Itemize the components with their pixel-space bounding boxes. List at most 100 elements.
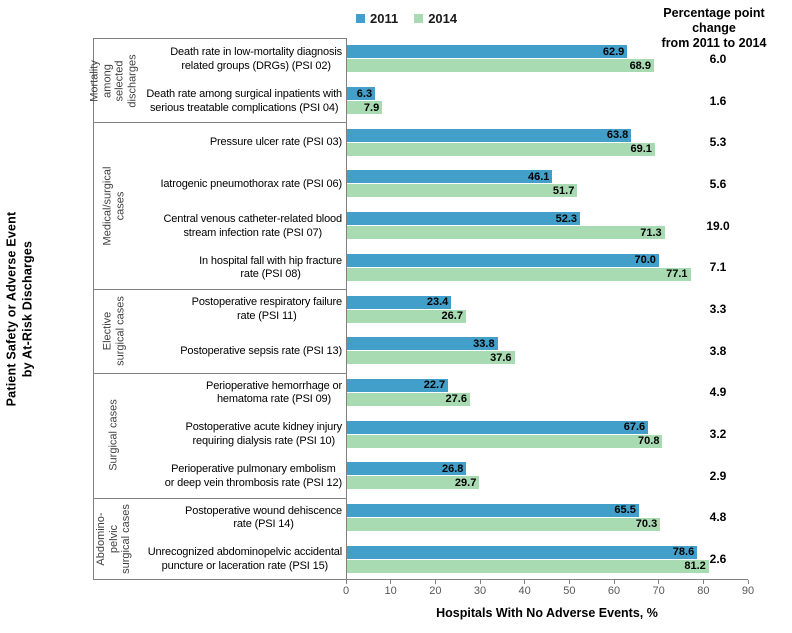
change-value: 3.3: [709, 301, 727, 316]
change-value: 2.6: [709, 552, 727, 567]
category-label: Unrecognized abdominopelvic accidental p…: [134, 539, 347, 581]
bar-value-label: 26.8: [441, 462, 464, 475]
category-label-text: Unrecognized abdominopelvic accidental p…: [147, 546, 342, 573]
group-label: Elective surgical cases: [101, 295, 126, 366]
y-axis-title-area: Patient Safety or Adverse Event by At-Ri…: [2, 38, 38, 580]
x-tick: [434, 580, 436, 584]
bar-2014: 70.8: [347, 434, 663, 448]
bar-2014: 29.7: [347, 476, 480, 490]
bar-value-label: 46.1: [527, 170, 550, 183]
bar-value-label: 68.9: [629, 59, 651, 72]
change-value: 4.8: [709, 510, 727, 525]
category-label: Postoperative acute kidney injury requir…: [134, 414, 347, 456]
change-value: 5.6: [709, 176, 727, 191]
category-label: Pressure ulcer rate (PSI 03): [134, 122, 347, 164]
x-tick-label: 50: [563, 585, 576, 597]
category-label: Postoperative respiratory failure rate (…: [134, 289, 347, 331]
category-label-text: Postoperative respiratory failure rate (…: [191, 296, 343, 322]
x-axis-title: Hospitals With No Adverse Events, %: [436, 606, 658, 620]
bar-pair: 70.0 77.1: [347, 253, 748, 281]
x-tick: [346, 580, 347, 584]
category-label-text: Central venous catheter-related blood st…: [163, 212, 342, 239]
bar-2014: 27.6: [347, 392, 470, 406]
bar-value-label: 7.9: [363, 101, 380, 114]
change-value: 19.0: [706, 218, 730, 233]
bar-value-label: 33.8: [473, 337, 495, 350]
category-label-text: Perioperative pulmonary embolism or deep…: [164, 463, 342, 489]
bar-2011: 6.3: [347, 87, 376, 101]
bar-value-label: 62.9: [602, 45, 625, 58]
bar-2011: 52.3: [347, 212, 581, 226]
group-label-cell: Elective surgical cases: [94, 289, 134, 372]
category-label-text: Perioperative hemorrhage or hematoma rat…: [206, 379, 342, 406]
change-value: 6.0: [709, 51, 727, 66]
bar-pair: 46.1 51.7: [347, 170, 748, 198]
category-label: Central venous catheter-related blood st…: [134, 206, 347, 248]
bar-pair: 33.8 37.6: [347, 337, 748, 365]
bar-value-label: 63.8: [606, 129, 629, 142]
x-tick-label: 20: [429, 585, 442, 597]
group-separator: [94, 289, 346, 291]
x-tick-label: 10: [384, 585, 397, 597]
bar-2011: 46.1: [347, 170, 553, 184]
bar-2011: 63.8: [347, 128, 632, 142]
change-value: 5.3: [709, 135, 727, 150]
bar-pair: 62.9 68.9: [347, 45, 748, 73]
bar-value-label: 29.7: [454, 476, 477, 489]
category-label-text: Postoperative sepsis rate (PSI 13): [180, 344, 342, 357]
x-tick-label: 70: [652, 585, 665, 597]
bar-value-label: 52.3: [555, 212, 578, 225]
bar-2014: 77.1: [347, 267, 691, 281]
category-label-text: In hospital fall with hip fracture rate …: [199, 254, 342, 281]
bar-value-label: 6.3: [356, 87, 373, 100]
category-label-text: Death rate among surgical inpatients wit…: [146, 87, 342, 114]
category-label: Death rate among surgical inpatients wit…: [134, 81, 347, 123]
bar-value-label: 67.6: [623, 421, 646, 434]
y-axis-title: Patient Safety or Adverse Event by At-Ri…: [4, 211, 34, 407]
x-tick-label: 0: [342, 585, 350, 597]
bar-pair: 23.4 26.7: [347, 295, 748, 323]
bar-2011: 70.0: [347, 253, 659, 267]
x-tick-label: 30: [473, 585, 487, 597]
group-label-cell: Mortality among selected discharges: [89, 39, 139, 122]
bar-2011: 78.6: [347, 545, 698, 559]
bar-pair: 22.7 27.6: [347, 378, 748, 406]
bar-value-label: 70.0: [634, 254, 656, 267]
group-label-cell: Medical/surgical cases: [94, 122, 134, 289]
bar-pair: 78.6 81.2: [347, 545, 748, 573]
group-separator: [94, 122, 346, 124]
bar-2014: 7.9: [347, 101, 383, 115]
x-tick-label: 40: [518, 585, 531, 597]
group-label: Abdomino- pelvic surgical cases: [95, 504, 133, 575]
bar-2011: 65.5: [347, 503, 639, 517]
category-label-box: Mortality among selected discharges Death…: [89, 38, 347, 581]
group-label: Surgical cases: [107, 399, 120, 471]
bar-2011: 62.9: [347, 45, 628, 59]
legend-swatch-2011-icon: [356, 14, 365, 23]
group-separator: [94, 372, 346, 374]
bar-value-label: 26.7: [441, 310, 463, 322]
category-label: In hospital fall with hip fracture rate …: [134, 247, 347, 289]
bar-2011: 26.8: [347, 462, 467, 476]
group-label-cell: Abdomino- pelvic surgical cases: [94, 498, 134, 581]
category-label-text: Postoperative wound dehiscence rate (PSI…: [185, 504, 342, 531]
bar-value-label: 27.6: [445, 393, 467, 406]
bar-value-label: 81.2: [684, 560, 706, 573]
x-tick-label: 90: [741, 585, 755, 597]
change-value: 4.9: [709, 385, 727, 400]
category-label: Postoperative sepsis rate (PSI 13): [134, 331, 347, 373]
bar-value-label: 70.3: [635, 518, 658, 531]
bar-2014: 26.7: [347, 309, 466, 323]
plot-area: 62.9 68.9 6.3 7.9 63.8 69.1 46.1 51.7 52.3 71.3 70…: [346, 38, 748, 580]
bar-value-label: 22.7: [423, 379, 446, 392]
category-label-text: Death rate in low-mortality diagnosis re…: [170, 46, 342, 72]
bar-pair: 63.8 69.1: [347, 128, 748, 156]
group-label-cell: Surgical cases: [94, 373, 134, 498]
category-label-text: Postoperative acute kidney injury requir…: [185, 421, 343, 448]
x-tick: [613, 580, 615, 584]
group-label: Medical/surgical cases: [101, 166, 126, 246]
change-column: 6.0 1.6 5.3 5.6 19.0 7.1 3.3 3.8 4.9 3.2 2.9 4.8 2.6: [660, 38, 776, 580]
category-label: Death rate in low-mortality diagnosis re…: [134, 39, 347, 81]
change-value: 1.6: [709, 93, 727, 108]
